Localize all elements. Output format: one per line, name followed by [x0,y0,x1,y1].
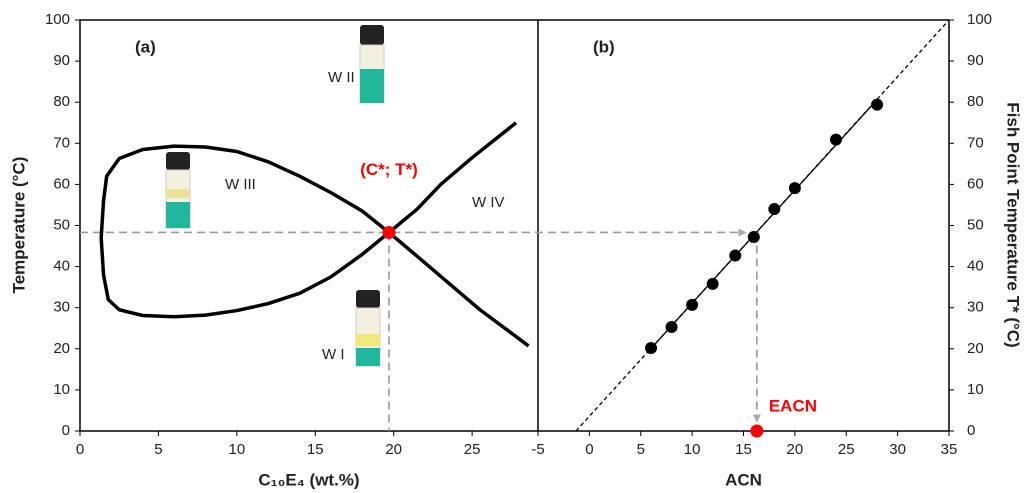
panel-label: (b) [593,37,615,56]
y-tick-label: 70 [967,134,984,151]
y-tick-label: 30 [967,299,984,316]
plot-frame [79,19,950,432]
data-point [871,98,884,111]
y-tick-label: 10 [967,381,984,398]
data-point [706,277,719,290]
data-point [788,182,801,195]
y-tick-label: 0 [62,422,70,439]
data-point [747,231,760,244]
y-tick-label: 80 [53,93,70,110]
phase-label: W III [225,176,256,193]
key-point-label: (C*; T*) [360,160,418,179]
x-tick-label: 5 [154,441,162,458]
y-tick-label: 100 [45,11,70,28]
phase-label: W II [328,69,355,86]
y-tick-label: 60 [967,175,984,192]
data-point [686,298,699,311]
x-tick-label: 5 [637,441,645,458]
phase-label: W IV [472,194,505,211]
fit-extension [575,19,950,432]
x-axis-label: ACN [725,470,762,489]
key-point [750,424,764,438]
x-tick-label: 15 [735,441,752,458]
y-tick-label: 50 [967,216,984,233]
y-axis-label: Temperature (°C) [9,157,28,294]
fit-line [650,99,878,349]
phase-label: W I [322,346,345,363]
data-point [768,203,781,216]
x-tick-label: 0 [76,441,84,458]
x-tick-label: -5 [531,441,544,458]
y-tick-label: 0 [967,422,975,439]
vials [165,25,385,367]
key-point-label: EACN [769,396,817,415]
x-tick-label: 30 [889,441,906,458]
x-tick-label: 20 [787,441,804,458]
phase-boundary [99,121,530,348]
x-tick-label: 10 [684,441,701,458]
y-tick-label: 20 [53,340,70,357]
x-tick-label: 20 [385,441,402,458]
x-tick-label: 25 [464,441,481,458]
data-point [665,321,678,334]
y-tick-label: 40 [967,258,984,275]
y-tick-label: 70 [53,134,70,151]
y-tick-label: 100 [967,11,992,28]
x-tick-label: 0 [585,441,593,458]
x-tick-label: 35 [941,441,958,458]
y-tick-label: 30 [53,299,70,316]
panel-label: (a) [135,37,156,56]
key-point [382,225,396,239]
y-tick-label: 90 [967,52,984,69]
x-tick-label: 10 [229,441,246,458]
data-point [645,341,658,354]
y-tick-label: 10 [53,381,70,398]
data-point [729,249,742,262]
y-axis-label: Fish Point Temperature T* (°C) [1004,102,1023,347]
y-tick-label: 40 [53,258,70,275]
y-tick-label: 90 [53,52,70,69]
x-tick-label: 15 [307,441,324,458]
data-point [829,133,842,146]
x-axis-label: C₁₀E₄ (wt.%) [258,470,359,489]
y-tick-label: 60 [53,175,70,192]
x-tick-label: 25 [838,441,855,458]
y-tick-label: 80 [967,93,984,110]
y-tick-label: 50 [53,216,70,233]
y-tick-label: 20 [967,340,984,357]
